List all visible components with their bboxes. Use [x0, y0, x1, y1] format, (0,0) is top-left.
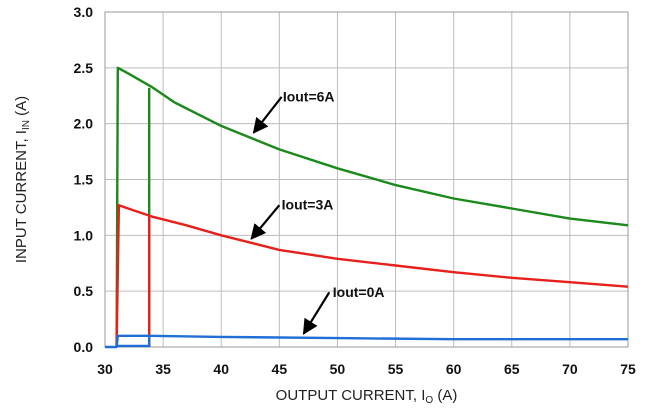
annotation-label: Iout=3A	[282, 197, 334, 213]
x-tick-label: 40	[213, 361, 229, 377]
series-layer	[105, 66, 629, 349]
annotation-label: Iout=6A	[283, 88, 335, 104]
series-branch-2	[116, 335, 151, 348]
x-tick-label: 65	[504, 361, 520, 377]
y-axis-title: INPUT CURRENT, IIN (A)	[13, 96, 32, 263]
annotation-arrow	[252, 96, 283, 134]
x-tick-label: 55	[388, 361, 404, 377]
y-tick-label: 2.0	[74, 116, 94, 132]
y-tick-label: 3.0	[74, 4, 94, 20]
x-tick-labels: 30 35 40 45 50 55 60 65 70 75	[97, 361, 636, 377]
y-tick-label: 1.0	[74, 227, 94, 243]
x-tick-label: 35	[155, 361, 171, 377]
x-tick-label: 45	[272, 361, 288, 377]
series-line-0	[115, 66, 629, 348]
y-tick-label: 1.5	[74, 172, 94, 188]
plot-frame	[104, 11, 629, 348]
x-tick-label: 50	[330, 361, 346, 377]
x-tick-label: 60	[446, 361, 462, 377]
annotation-arrow	[302, 291, 331, 335]
annotation-label: Iout=0A	[333, 284, 385, 300]
series-line-2	[105, 334, 628, 349]
y-tick-labels: 0.0 0.5 1.0 1.5 2.0 2.5 3.0	[74, 4, 94, 355]
x-tick-label: 70	[562, 361, 578, 377]
y-tick-label: 0.5	[74, 283, 94, 299]
series-line-1	[115, 203, 629, 348]
y-tick-label: 2.5	[74, 60, 94, 76]
x-axis-title: OUTPUT CURRENT, IO (A)	[276, 387, 458, 406]
annotations: Iout=6A Iout=3A Iout=0A	[250, 88, 385, 335]
annotation-arrow	[250, 204, 281, 240]
y-tick-label: 0.0	[74, 339, 94, 355]
x-tick-label: 75	[620, 361, 636, 377]
x-tick-label: 30	[97, 361, 113, 377]
